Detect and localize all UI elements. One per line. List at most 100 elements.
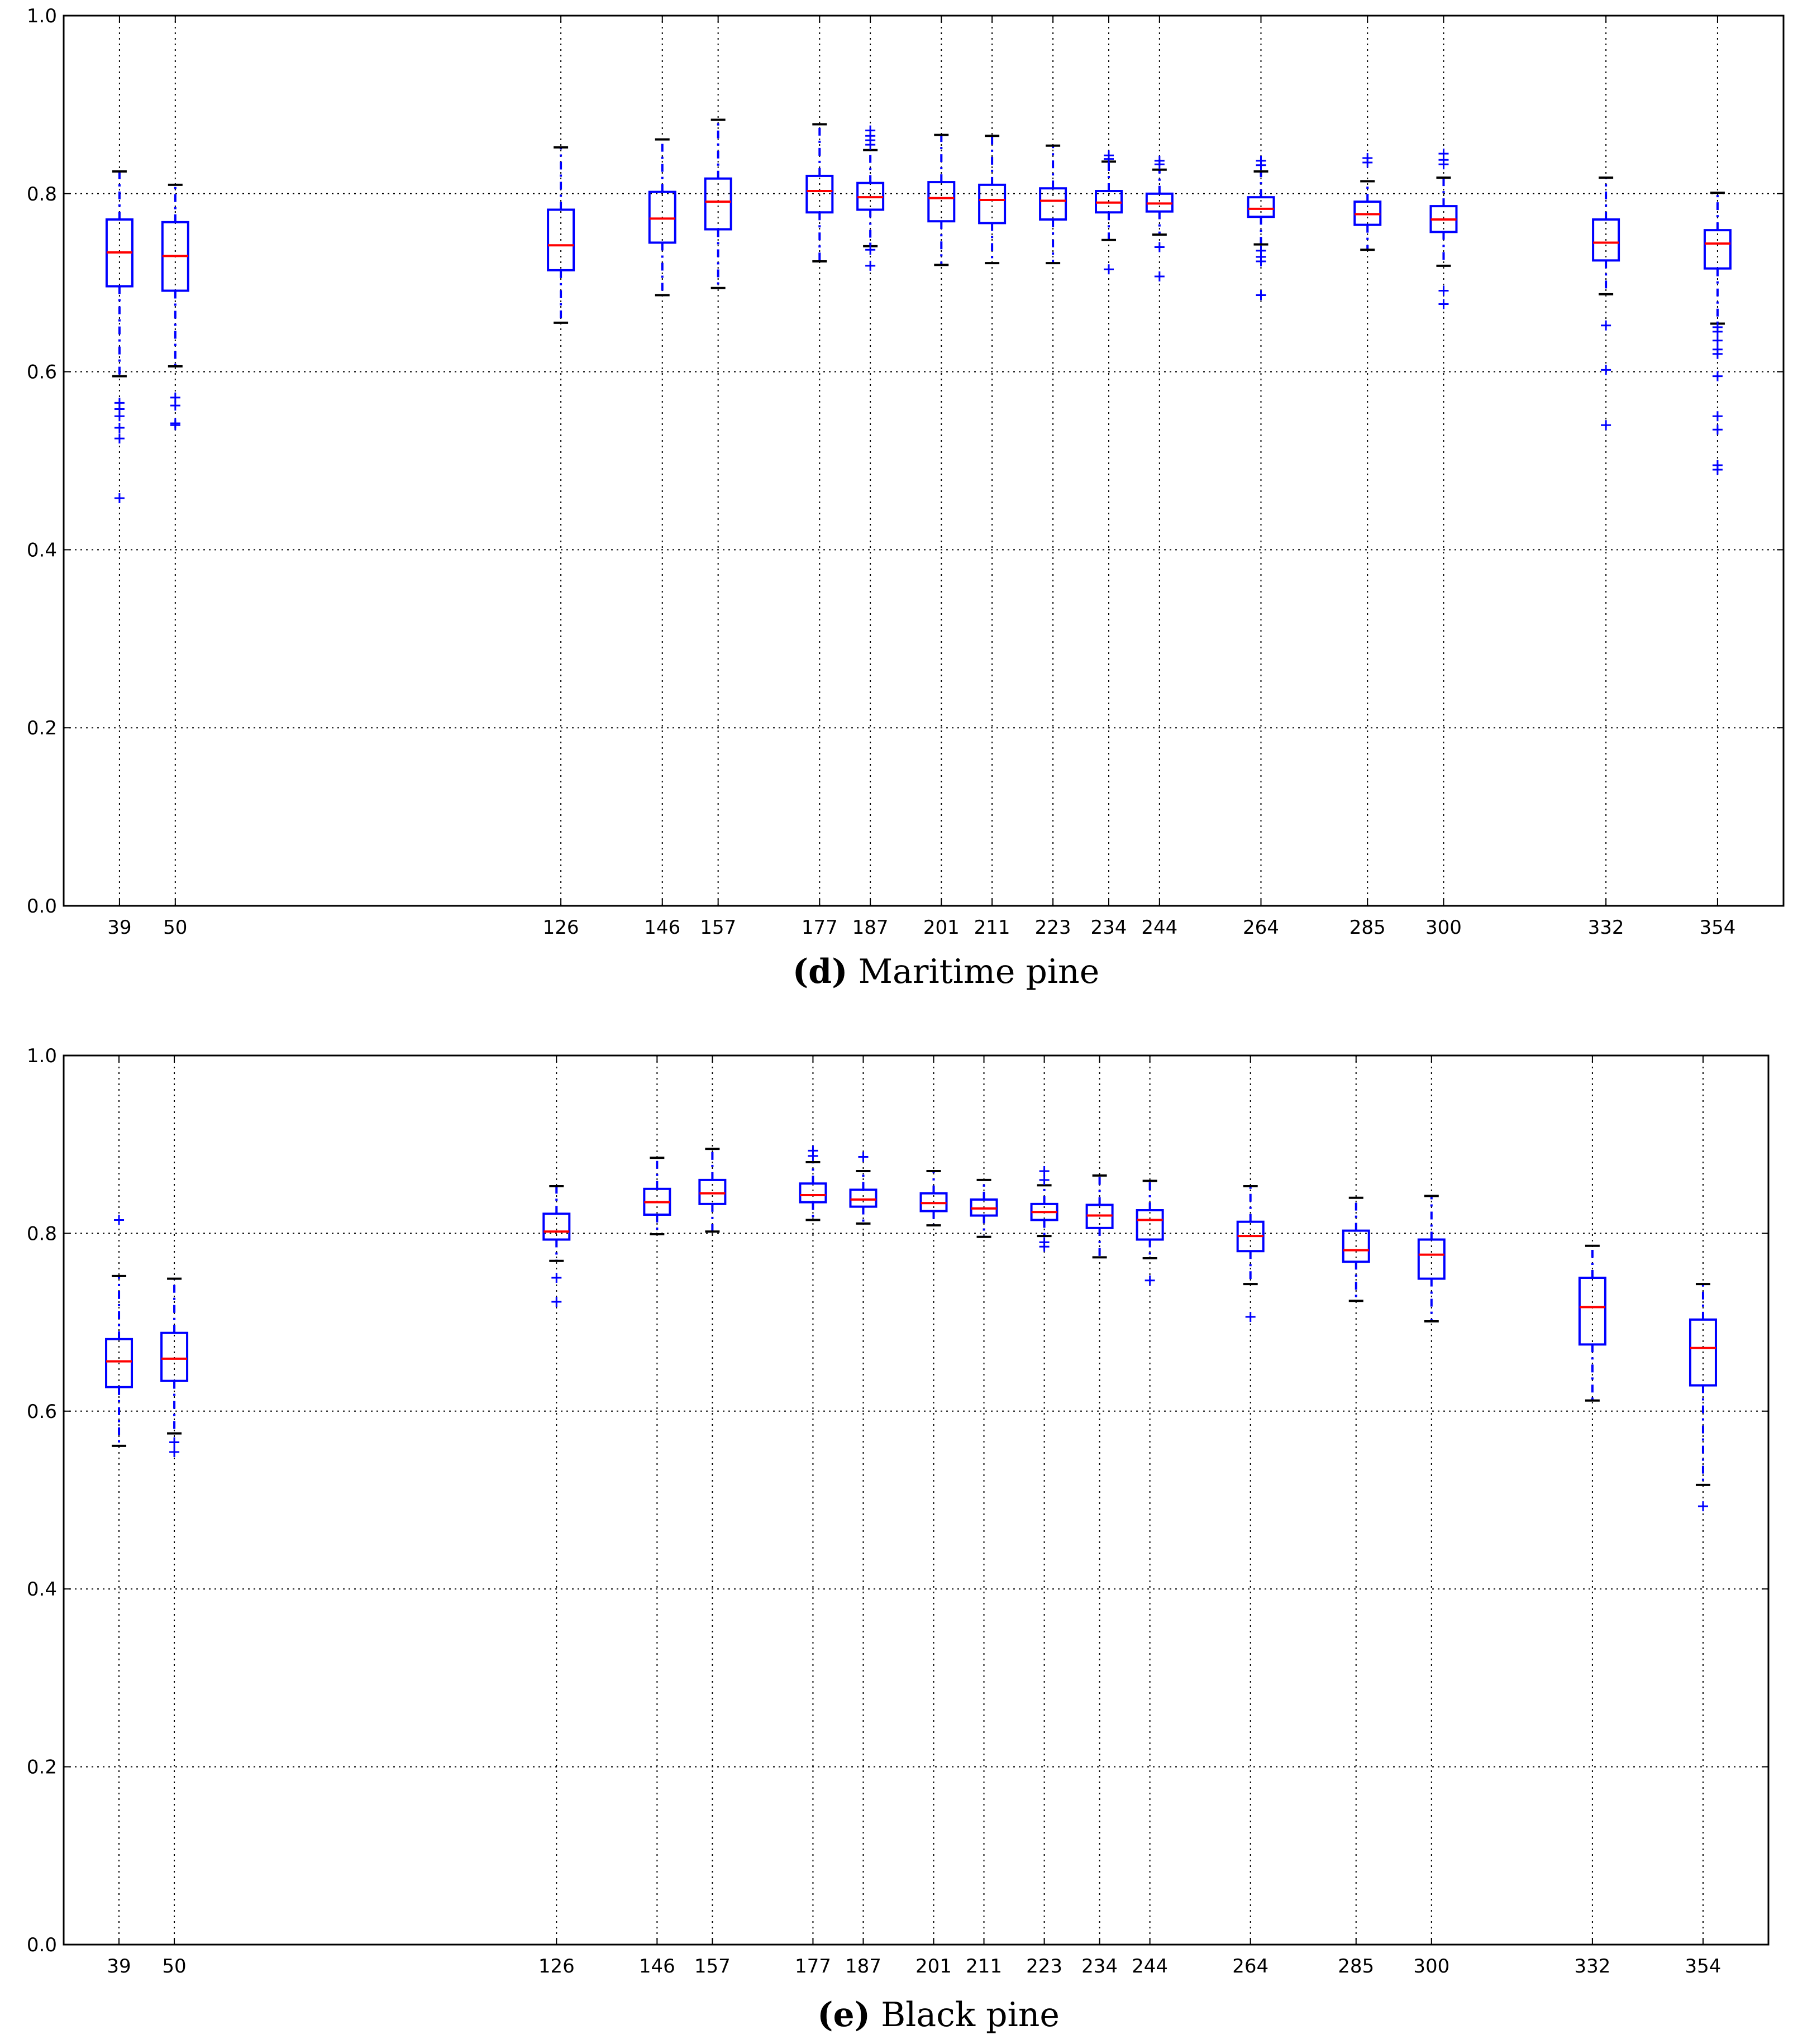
iqr-box [1247, 196, 1275, 218]
y-tick-label: 0.2 [27, 717, 57, 739]
y-tick-label: 0.4 [27, 539, 57, 561]
iqr-box [927, 181, 956, 223]
outlier-marker [1712, 464, 1723, 475]
box-plot-177 [805, 123, 834, 262]
box-plot-211 [970, 1178, 998, 1238]
box-plot-264 [1247, 155, 1275, 300]
x-tick-label: 126 [538, 1955, 575, 1978]
x-tick-label: 177 [795, 1955, 831, 1978]
outlier-marker [1362, 157, 1373, 168]
panel-caption: (e) Black pine [817, 1995, 1060, 2035]
outlier-marker [1438, 159, 1449, 170]
iqr-box [698, 1178, 727, 1205]
y-tick-label: 0.6 [27, 1401, 57, 1423]
iqr-box [1342, 1229, 1370, 1263]
box-plot-332 [1578, 1244, 1606, 1402]
outlier-marker [551, 1273, 562, 1283]
y-tick-label: 0.2 [27, 1756, 57, 1779]
x-tick-label: 234 [1091, 916, 1127, 939]
iqr-box [542, 1212, 571, 1241]
box-plot-234 [1095, 150, 1123, 275]
x-tick-label: 264 [1232, 1955, 1269, 1978]
panel-maritime-pine: 0.0 0.2 0.4 0.6 0.8 1.0 39 50 126 146 157 177 187 201… [27, 5, 1785, 991]
box-plot-177 [799, 1145, 827, 1221]
outlier-marker [114, 1215, 125, 1225]
outlier-marker [865, 140, 876, 150]
iqr-box [978, 183, 1007, 225]
outlier-marker [114, 493, 125, 503]
outlier-marker [114, 423, 125, 433]
iqr-box [799, 1182, 827, 1204]
outlier-marker [1712, 348, 1723, 359]
box-plot-157 [698, 1148, 727, 1233]
outlier-marker [808, 1150, 818, 1161]
iqr-box [160, 1331, 189, 1382]
caption-space [870, 1995, 881, 2035]
outlier-marker [858, 1152, 869, 1162]
iqr-box [1689, 1318, 1717, 1387]
box-plot-285 [1353, 153, 1382, 251]
y-tick-label: 1.0 [27, 5, 57, 27]
iqr-box [1136, 1209, 1164, 1241]
x-tick-label: 234 [1081, 1955, 1118, 1978]
outlier-marker [114, 411, 125, 422]
caption-text: Black pine [881, 1995, 1060, 2035]
outlier-marker [1256, 256, 1266, 266]
box-plot-285 [1342, 1196, 1370, 1302]
x-tick-label: 332 [1574, 1955, 1610, 1978]
box-plot-146 [648, 138, 676, 297]
outlier-marker [865, 260, 876, 271]
plot-frame [63, 1054, 1770, 1946]
box-plot-39 [105, 1215, 133, 1447]
y-tick-label: 0.4 [27, 1578, 57, 1601]
x-tick-label: 157 [700, 916, 736, 939]
outlier-marker [169, 1447, 180, 1458]
box-plot-50 [161, 183, 189, 431]
y-tick-label: 0.8 [27, 183, 57, 206]
box-plot-300 [1429, 149, 1458, 309]
box-plot-126 [542, 1185, 571, 1307]
x-tick-label: 201 [915, 1955, 952, 1978]
x-tick-label: 211 [966, 1955, 1002, 1978]
x-tick-label: 39 [107, 916, 131, 939]
y-tick-label: 0.8 [27, 1222, 57, 1245]
box-plot-223 [1030, 1166, 1058, 1252]
x-tick-label: 187 [845, 1955, 881, 1978]
outlier-marker [1154, 242, 1165, 252]
panel-black-pine: 0.0 0.2 0.4 0.6 0.8 1.0 39 50 126 146 157 177 187 201… [27, 1045, 1770, 2035]
box-plot-201 [927, 133, 956, 266]
outlier-marker [169, 1437, 180, 1448]
outlier-marker [1039, 1174, 1050, 1185]
iqr-box [648, 190, 676, 244]
x-tick-label: 244 [1132, 1955, 1168, 1978]
outlier-marker [1712, 411, 1723, 422]
iqr-box [1039, 187, 1067, 221]
panel-caption: (d) Maritime pine [793, 952, 1099, 991]
outlier-marker [1712, 335, 1723, 346]
caption-space [848, 952, 859, 991]
box-plot-223 [1039, 144, 1067, 265]
x-tick-label: 50 [162, 1955, 186, 1978]
x-tick-label: 354 [1699, 916, 1735, 939]
box-plot-157 [704, 118, 732, 289]
box-plot-187 [849, 1152, 878, 1225]
x-tick-label: 300 [1413, 1955, 1449, 1978]
box-plot-234 [1085, 1174, 1114, 1259]
outlier-marker [1712, 371, 1723, 381]
x-tick-label: 264 [1243, 916, 1279, 939]
x-tick-label: 146 [639, 1955, 675, 1978]
iqr-box [1417, 1238, 1446, 1280]
outlier-marker [1601, 420, 1611, 431]
outlier-marker [1039, 1241, 1050, 1252]
outlier-marker [865, 245, 876, 255]
caption-letter: (e) [817, 1995, 870, 2035]
box-plot-50 [160, 1277, 189, 1458]
outlier-marker [1256, 160, 1266, 170]
box-plot-201 [919, 1169, 948, 1227]
caption-text: Maritime pine [859, 952, 1100, 991]
box-plot-300 [1417, 1195, 1446, 1323]
iqr-box [1578, 1277, 1606, 1346]
x-tick-label: 300 [1425, 916, 1462, 939]
outlier-marker [1145, 1275, 1155, 1286]
